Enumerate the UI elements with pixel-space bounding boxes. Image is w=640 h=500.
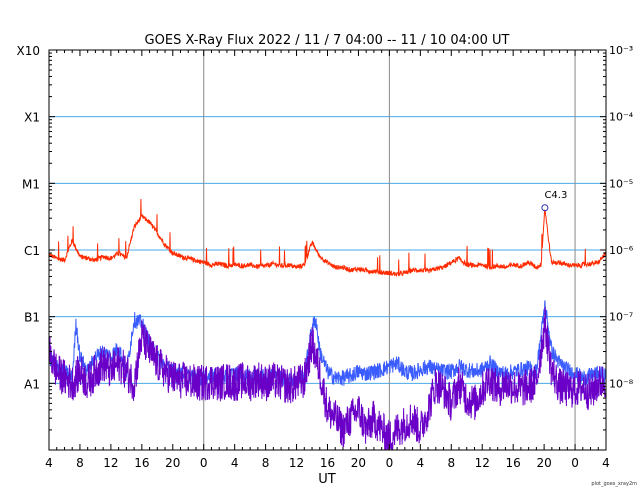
y-right-tick-label: 10⁻⁸ — [609, 377, 634, 390]
x-tick-label: 4 — [45, 456, 53, 470]
y-left-tick-label: C1 — [24, 244, 40, 258]
flare-annotation: C4.3 — [541, 190, 567, 212]
x-axis-label: UT — [318, 472, 336, 487]
footer-note: plot_goes_xray2m — [591, 481, 637, 487]
y-right-tick-label: 10⁻³ — [609, 44, 633, 57]
series-short-channel-b — [48, 306, 607, 451]
x-tick-label: 4 — [602, 456, 610, 470]
y-left-tick-label: M1 — [22, 177, 40, 191]
series-layer — [48, 198, 607, 451]
x-tick-label: 8 — [76, 456, 84, 470]
y-right-tick-label: 10⁻⁴ — [609, 111, 634, 124]
y-left-tick-label: B1 — [24, 311, 40, 325]
x-tick-label: 20 — [351, 456, 366, 470]
x-tick-label: 12 — [103, 456, 118, 470]
y-left-tick-label: A1 — [24, 377, 40, 391]
y-left-tick-label: X10 — [17, 44, 41, 58]
y-left-tick-label: X1 — [24, 111, 40, 125]
x-tick-label: 8 — [447, 456, 455, 470]
series-long-channel — [48, 198, 607, 277]
x-tick-label: 8 — [262, 456, 270, 470]
y-right-tick-labels: 10⁻³ 10⁻⁴ 10⁻⁵ 10⁻⁶ 10⁻⁷ 10⁻⁸ — [609, 44, 634, 390]
chart-title: GOES X-Ray Flux 2022 / 11 / 7 04:00 -- 1… — [145, 33, 510, 48]
x-tick-label: 20 — [165, 456, 180, 470]
flare-label: C4.3 — [544, 190, 567, 201]
ticks — [48, 49, 607, 451]
x-tick-label: 12 — [475, 456, 490, 470]
x-tick-label: 16 — [320, 456, 335, 470]
x-tick-label: 4 — [231, 456, 239, 470]
x-tick-label: 0 — [571, 456, 579, 470]
x-tick-label: 12 — [289, 456, 304, 470]
y-right-tick-label: 10⁻⁶ — [609, 244, 634, 257]
x-tick-label: 16 — [134, 456, 149, 470]
series-short-channel-a — [48, 300, 607, 388]
x-tick-label: 0 — [386, 456, 394, 470]
y-left-tick-labels: X10 X1 M1 C1 B1 A1 — [17, 44, 41, 391]
flare-marker — [541, 204, 549, 212]
y-right-tick-label: 10⁻⁷ — [609, 311, 633, 324]
x-tick-label: 20 — [536, 456, 551, 470]
grid — [49, 50, 606, 450]
x-tick-label: 16 — [506, 456, 521, 470]
y-right-tick-label: 10⁻⁵ — [609, 177, 633, 190]
x-tick-label: 4 — [417, 456, 425, 470]
x-tick-labels: 4 8 12 16 20 0 4 8 12 16 20 0 4 8 12 16 20 0 4 — [45, 456, 610, 470]
x-tick-label: 0 — [200, 456, 208, 470]
